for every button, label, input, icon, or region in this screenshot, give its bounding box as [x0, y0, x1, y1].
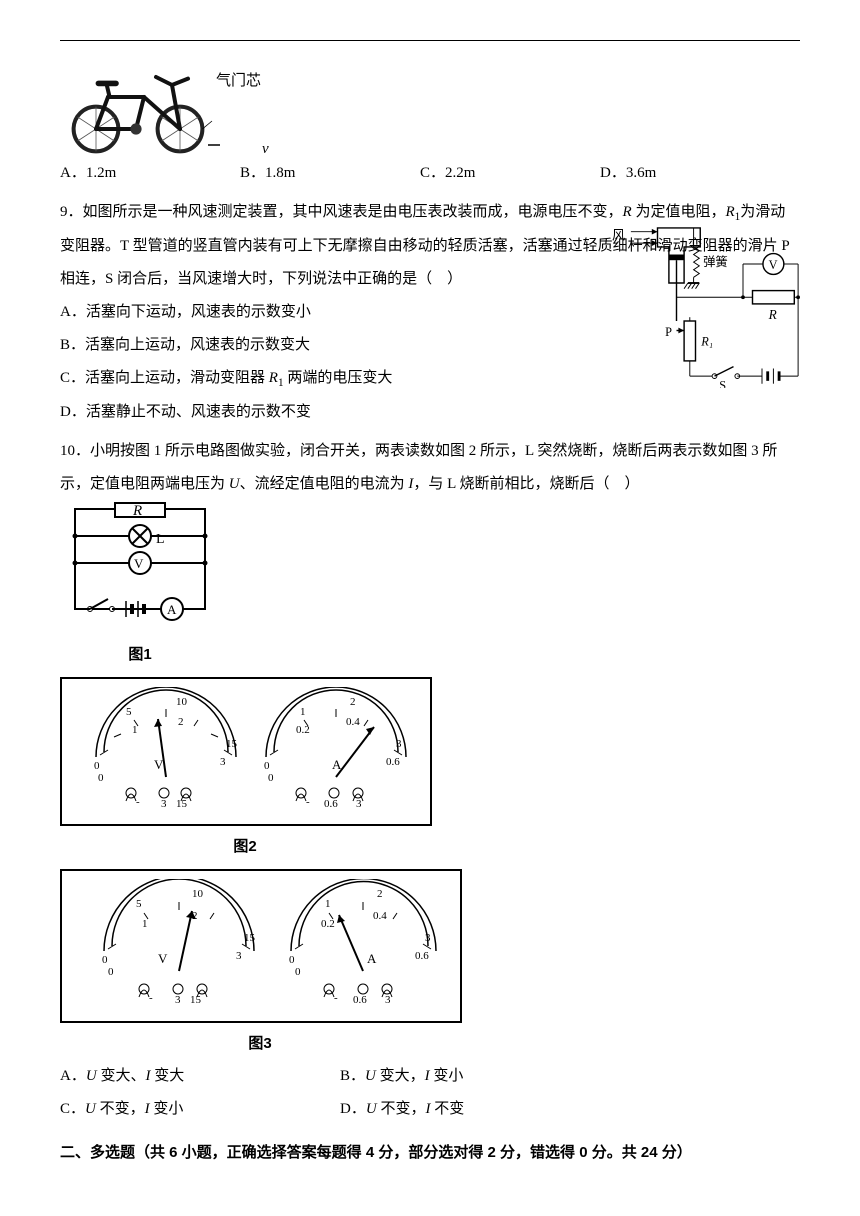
q8-opt-d: D．3.6m — [600, 157, 780, 190]
svg-text:R₁: R₁ — [700, 335, 713, 349]
svg-text:0.4: 0.4 — [346, 716, 360, 728]
svg-text:0: 0 — [98, 772, 104, 784]
svg-text:10: 10 — [176, 696, 188, 708]
svg-text:V: V — [769, 258, 778, 272]
svg-text:0: 0 — [295, 966, 301, 978]
svg-text:3: 3 — [161, 798, 167, 807]
q10-opt-c: C．U 不变，I 变小 — [60, 1093, 340, 1126]
svg-text:3: 3 — [220, 756, 226, 768]
q9-opt-d: D．活塞静止不动、风速表的示数不变 — [60, 396, 800, 429]
bike-figure: 气门芯 v — [60, 61, 800, 157]
q10-stem: 10．小明按图 1 所示电路图做实验，闭合开关，两表读数如图 2 所示，L 突然… — [60, 435, 800, 501]
svg-text:5: 5 — [136, 898, 142, 910]
q10-opt-a: A．U 变大、I 变大 — [60, 1060, 340, 1093]
svg-text:2: 2 — [178, 716, 184, 728]
meters-fig3-icon: 0 5 10 15 0 1 2 3 V - 3 15 — [76, 879, 446, 1004]
svg-text:-: - — [334, 992, 338, 1004]
fig2-label: 图2 — [60, 830, 430, 863]
q10-opt-d: D．U 不变，I 不变 — [340, 1093, 620, 1126]
svg-text:弹簧: 弹簧 — [703, 254, 728, 269]
svg-text:0.2: 0.2 — [296, 724, 310, 736]
svg-text:15: 15 — [190, 994, 202, 1004]
svg-text:0.4: 0.4 — [373, 910, 387, 922]
svg-text:5: 5 — [126, 706, 132, 718]
svg-text:R: R — [768, 307, 777, 322]
svg-text:2: 2 — [377, 888, 383, 900]
svg-text:15: 15 — [176, 798, 188, 807]
top-rule — [60, 40, 800, 41]
svg-text:V: V — [154, 757, 164, 772]
svg-text:1: 1 — [142, 918, 148, 930]
svg-text:-: - — [149, 992, 153, 1004]
q10-options-row2: C．U 不变，I 变小 D．U 不变，I 不变 — [60, 1093, 800, 1126]
svg-text:-: - — [136, 796, 140, 807]
svg-text:1: 1 — [300, 706, 306, 718]
q9-R1: R — [725, 204, 734, 220]
svg-text:3: 3 — [175, 994, 181, 1004]
q8-opt-c: C．2.2m — [420, 157, 600, 190]
q10-options-row1: A．U 变大、I 变大 B．U 变大，I 变小 — [60, 1060, 800, 1093]
svg-text:0: 0 — [289, 954, 295, 966]
question-10: 10．小明按图 1 所示电路图做实验，闭合开关，两表读数如图 2 所示，L 突然… — [60, 435, 800, 1126]
svg-text:R: R — [132, 503, 142, 519]
svg-text:-: - — [306, 796, 310, 807]
q10-opt-b: B．U 变大，I 变小 — [340, 1060, 620, 1093]
svg-text:1: 1 — [132, 724, 138, 736]
svg-text:3: 3 — [425, 932, 431, 944]
fig1-wrap: R L V — [60, 501, 800, 671]
svg-text:10: 10 — [192, 888, 204, 900]
svg-text:1: 1 — [325, 898, 331, 910]
svg-text:S: S — [719, 378, 726, 387]
svg-text:2: 2 — [350, 696, 356, 708]
svg-text:15: 15 — [226, 738, 238, 750]
svg-text:3: 3 — [396, 738, 402, 750]
question-9: 9．如图所示是一种风速测定装置，其中风速表是由电压表改装而成，电源电压不变，R … — [60, 196, 800, 429]
valve-label: 气门芯 — [216, 65, 261, 98]
bicycle-icon — [60, 61, 220, 157]
meters-fig2-icon: 0 5 10 15 0 1 2 3 V - 3 15 — [76, 687, 416, 807]
fig3-box: 0 5 10 15 0 1 2 3 V - 3 15 — [60, 869, 462, 1023]
fig3-label: 图3 — [60, 1027, 460, 1060]
section-2-heading: 二、多选题（共 6 小题，正确选择答案每题得 4 分，部分选对得 2 分，错选得… — [60, 1136, 800, 1169]
q9-text2: 为定值电阻， — [632, 204, 726, 220]
svg-text:0.6: 0.6 — [324, 798, 338, 807]
svg-text:0: 0 — [108, 966, 114, 978]
svg-text:V: V — [134, 556, 144, 571]
q8-opt-a: A．1.2m — [60, 157, 240, 190]
svg-text:0: 0 — [102, 954, 108, 966]
svg-text:0.6: 0.6 — [386, 756, 400, 768]
svg-text:V: V — [158, 951, 168, 966]
svg-text:0: 0 — [268, 772, 274, 784]
svg-text:A: A — [367, 951, 377, 966]
circuit-fig1-icon: R L V — [60, 501, 220, 621]
svg-text:3: 3 — [385, 994, 391, 1004]
q8-options: A．1.2m B．1.8m C．2.2m D．3.6m — [60, 157, 800, 190]
svg-text:0: 0 — [94, 760, 100, 772]
svg-text:3: 3 — [236, 950, 242, 962]
svg-text:P: P — [665, 325, 672, 339]
svg-text:0.6: 0.6 — [415, 950, 429, 962]
q9-text: 9．如图所示是一种风速测定装置，其中风速表是由电压表改装而成，电源电压不变， — [60, 204, 623, 220]
svg-text:0: 0 — [264, 760, 270, 772]
svg-text:0.2: 0.2 — [321, 918, 335, 930]
svg-text:风: 风 — [612, 227, 625, 242]
svg-text:L: L — [156, 532, 165, 547]
fig1-label: 图1 — [60, 638, 220, 671]
q9-circuit-diagram: 风 弹簧 V R P R₁ — [610, 226, 800, 388]
q9-R: R — [623, 204, 632, 220]
svg-text:3: 3 — [356, 798, 362, 807]
velocity-v: v — [262, 133, 269, 166]
svg-text:0.6: 0.6 — [353, 994, 367, 1004]
svg-text:15: 15 — [244, 932, 256, 944]
svg-text:A: A — [167, 602, 177, 617]
svg-text:A: A — [332, 757, 342, 772]
fig2-box: 0 5 10 15 0 1 2 3 V - 3 15 — [60, 677, 432, 826]
